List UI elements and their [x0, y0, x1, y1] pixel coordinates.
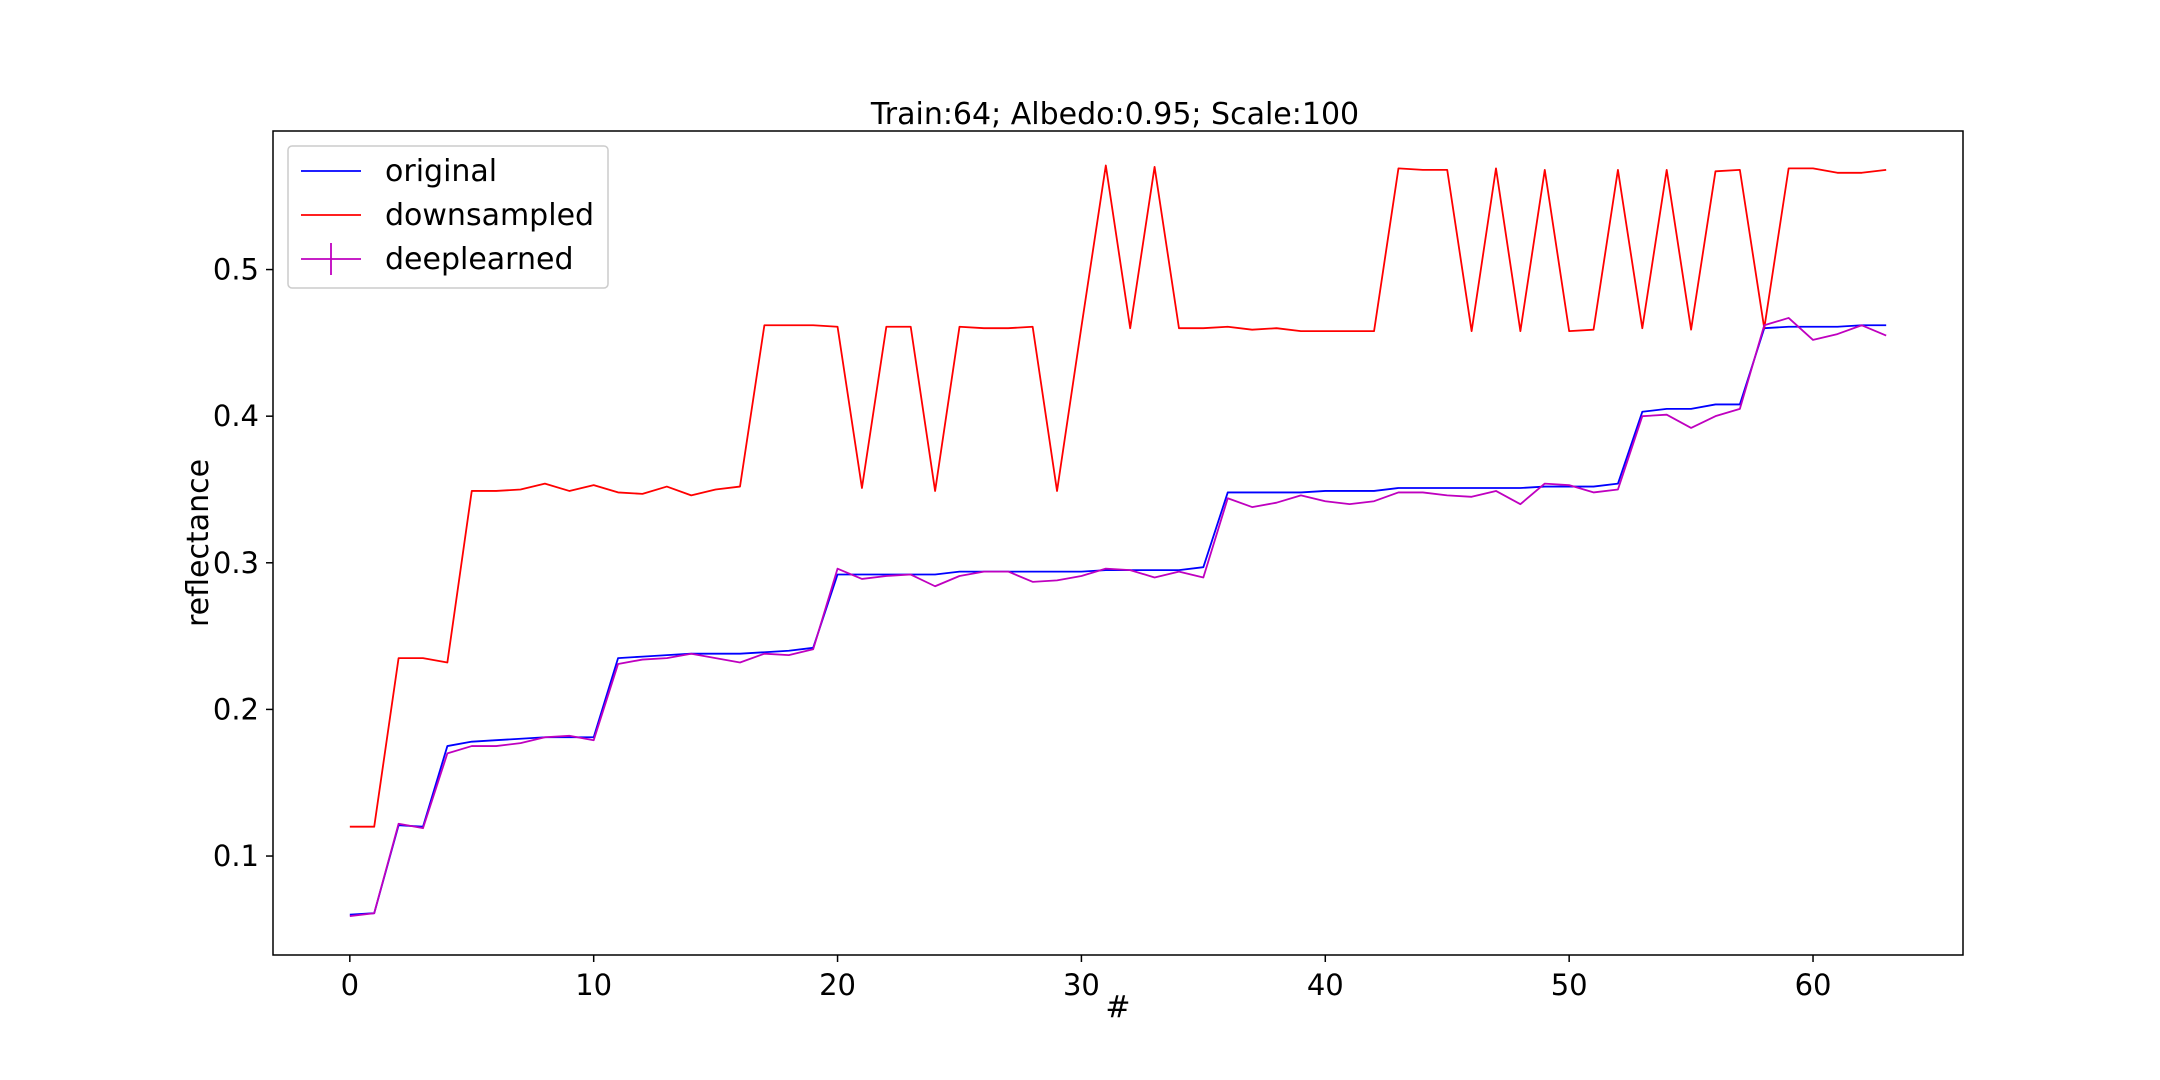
x-axis: 0 10 20 30 40 50 60 — [341, 955, 1832, 1002]
y-tick-label: 0.1 — [213, 839, 259, 873]
x-tick-label: 60 — [1795, 968, 1832, 1002]
y-tick-label: 0.3 — [213, 546, 259, 580]
x-tick-label: 20 — [819, 968, 856, 1002]
series-line-deeplearned — [349, 317, 1887, 918]
y-tick-label: 0.2 — [213, 692, 259, 726]
legend-box — [287, 145, 609, 289]
y-axis-label: reflectance — [181, 459, 216, 627]
y-axis: 0.1 0.2 0.3 0.4 0.5 — [213, 253, 273, 873]
series-line-downsampled — [349, 164, 1887, 828]
x-tick-label: 10 — [575, 968, 612, 1002]
x-tick-label: 50 — [1551, 968, 1588, 1002]
x-tick-label: 40 — [1307, 968, 1344, 1002]
x-axis-label: # — [1105, 990, 1130, 1025]
x-tick-label: 30 — [1063, 968, 1100, 1002]
series-layer — [349, 164, 1887, 918]
y-tick-label: 0.4 — [213, 399, 259, 433]
x-tick-label: 0 — [341, 968, 359, 1002]
plot-frame — [272, 130, 1964, 956]
legend-label-deeplearned: deeplearned — [385, 242, 574, 277]
legend: original downsampled deeplearned — [287, 145, 609, 289]
legend-label-original: original — [385, 154, 497, 189]
y-tick-label: 0.5 — [213, 253, 259, 287]
legend-label-downsampled: downsampled — [385, 198, 594, 233]
chart-title: Train:64; Albedo:0.95; Scale:100 — [870, 97, 1359, 132]
